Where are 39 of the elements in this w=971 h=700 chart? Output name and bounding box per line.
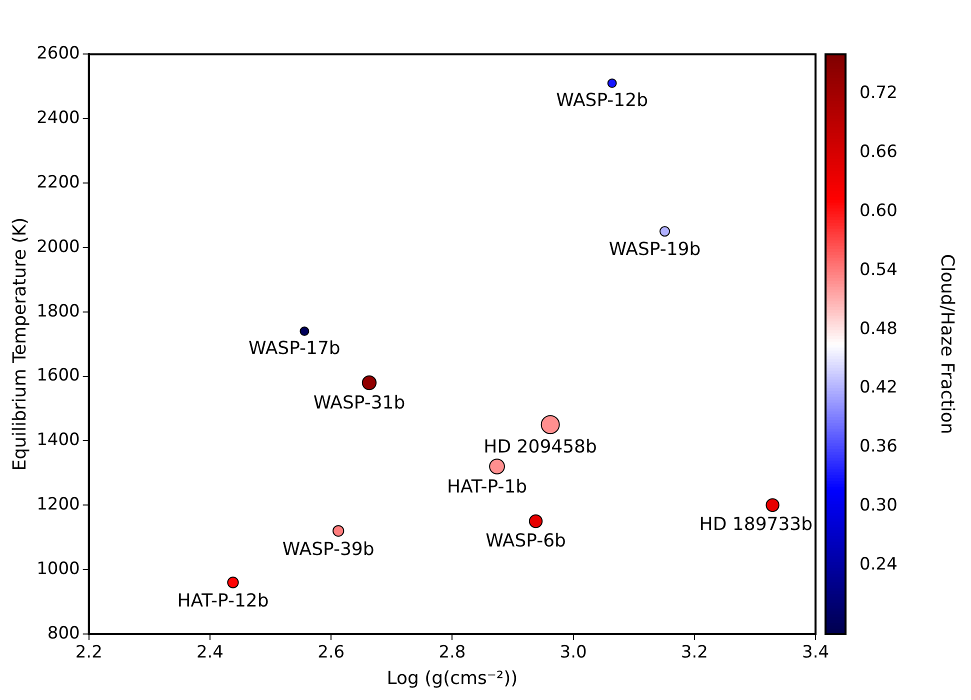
y-tick-label: 1000	[36, 559, 80, 579]
annotation: HD 209458b	[484, 436, 597, 458]
x-axis-title: Log (g(cms⁻²))	[386, 668, 518, 689]
y-tick-label: 2200	[36, 172, 80, 192]
annotation: WASP-12b	[556, 90, 648, 112]
color-bar-label: 0.60	[860, 200, 898, 221]
x-tick-label: 2.4	[196, 642, 224, 663]
y-tick-label: 1800	[36, 301, 80, 322]
y-tick-label: 1400	[36, 430, 80, 450]
y-tick-label: 2600	[36, 44, 80, 64]
color-bar-label: 0.36	[860, 436, 898, 457]
x-tick-label: 2.6	[318, 642, 345, 663]
annotation: WASP-19b	[608, 238, 701, 260]
color-bar-label: 0.42	[860, 378, 898, 398]
y-tick-label: 1200	[36, 494, 80, 515]
color-bar-title: Cloud/Haze Fraction	[936, 254, 958, 434]
annotation: WASP-6b	[486, 530, 566, 552]
color-bar-label: 0.72	[860, 82, 898, 103]
color-bar-label: 0.24	[860, 554, 898, 575]
y-tick-label: 1600	[36, 366, 80, 386]
color-bar-label: 0.30	[860, 496, 898, 516]
x-tick-label: 2.2	[75, 642, 102, 663]
x-tick-label: 3.0	[560, 642, 587, 663]
annotation: WASP-31b	[313, 392, 406, 414]
x-tick-label: 2.8	[438, 642, 466, 663]
color-bar-label: 0.66	[860, 142, 898, 162]
annotation: WASP-39b	[282, 538, 374, 560]
x-tick-label: 3.4	[802, 642, 830, 663]
annotation: WASP-17b	[248, 338, 340, 360]
y-axis-title: Equilibrium Temperature (K)	[9, 217, 30, 471]
y-tick-label: 2000	[36, 236, 80, 257]
annotation: HD 189733b	[699, 514, 813, 536]
color-bar-label: 0.54	[860, 260, 898, 280]
y-tick-label: 2400	[36, 108, 80, 128]
y-tick-label: 800	[47, 623, 80, 644]
x-tick-label: 3.2	[680, 642, 708, 663]
color-bar-label: 0.48	[860, 318, 898, 339]
annotation: HAT-P-1b	[446, 476, 528, 498]
annotation: HAT-P-12b	[177, 590, 269, 612]
